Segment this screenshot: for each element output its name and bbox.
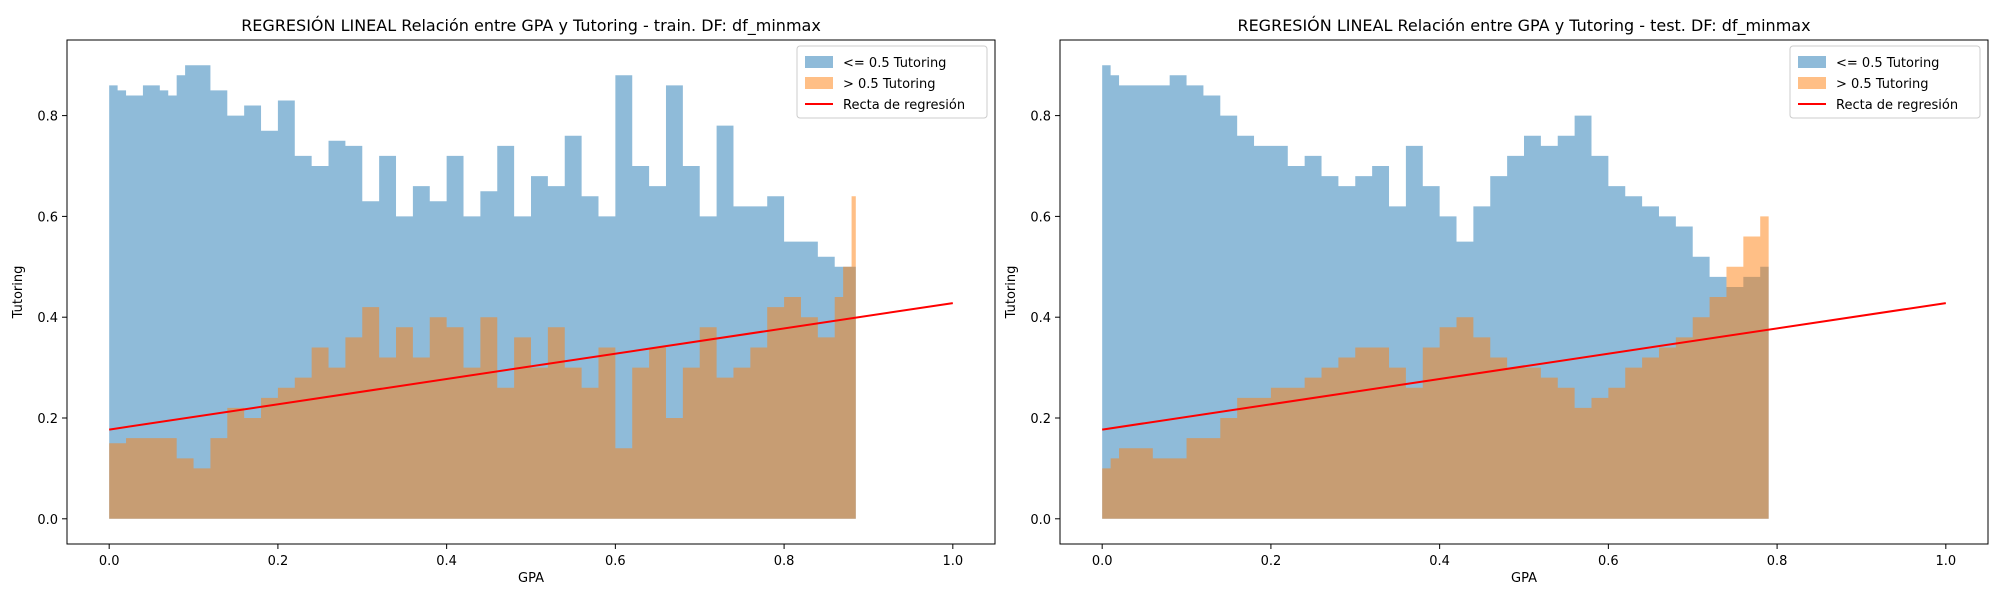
y-tick-label: 0.4 [1030, 311, 1051, 326]
area-high-tutoring [1102, 216, 1769, 519]
area-high-tutoring [109, 196, 856, 519]
y-tick-label: 0.0 [1030, 513, 1051, 528]
legend-entry: Recta de regresión [1836, 98, 1958, 113]
x-tick-label: 0.6 [605, 554, 626, 569]
chart-panel-test: REGRESIÓN LINEAL Relación entre GPA y Tu… [1004, 16, 1989, 586]
x-axis-label: GPA [518, 571, 544, 586]
legend-entry: <= 0.5 Tutoring [1836, 56, 1939, 71]
y-tick-label: 0.2 [37, 412, 58, 427]
x-tick-label: 0.8 [1767, 554, 1788, 569]
legend-swatch-low [1798, 56, 1826, 68]
legend-entry: <= 0.5 Tutoring [843, 56, 946, 71]
x-tick-label: 0.0 [1092, 554, 1113, 569]
y-axis-label: Tutoring [1004, 266, 1019, 320]
x-tick-label: 0.2 [1261, 554, 1282, 569]
legend-box [1789, 45, 1981, 119]
x-axis-label: GPA [1511, 571, 1537, 586]
legend-swatch-low [805, 56, 833, 68]
regression-line [109, 302, 953, 431]
plot-frame [66, 39, 996, 545]
legend-entry: > 0.5 Tutoring [1836, 77, 1929, 92]
plot-frame [1059, 39, 1989, 545]
y-tick-label: 0.2 [1030, 412, 1051, 427]
x-tick-label: 1.0 [1935, 554, 1956, 569]
x-tick-label: 0.6 [1598, 554, 1619, 569]
y-tick-label: 0.0 [37, 513, 58, 528]
y-tick-label: 0.4 [37, 311, 58, 326]
x-tick-label: 0.4 [436, 554, 457, 569]
chart-title: REGRESIÓN LINEAL Relación entre GPA y Tu… [1237, 16, 1810, 36]
y-tick-label: 0.6 [1030, 210, 1051, 225]
y-tick-label: 0.8 [37, 110, 58, 125]
legend-entry: Recta de regresión [843, 98, 965, 113]
legend-swatch-high [1798, 77, 1826, 89]
legend: <= 0.5 Tutoring > 0.5 Tutoring Recta de re… [1789, 45, 1981, 119]
legend-entry: > 0.5 Tutoring [843, 77, 936, 92]
regression-line [1102, 302, 1946, 431]
x-tick-label: 0.4 [1429, 554, 1450, 569]
x-tick-label: 0.0 [99, 554, 120, 569]
y-tick-label: 0.8 [1030, 110, 1051, 125]
legend: <= 0.5 Tutoring > 0.5 Tutoring Recta de re… [796, 45, 988, 119]
x-tick-label: 0.8 [774, 554, 795, 569]
legend-box [796, 45, 988, 119]
x-tick-label: 1.0 [942, 554, 963, 569]
chart-panel-train: REGRESIÓN LINEAL Relación entre GPA y Tu… [11, 16, 996, 586]
x-tick-label: 0.2 [268, 554, 289, 569]
y-tick-label: 0.6 [37, 210, 58, 225]
y-axis-label: Tutoring [11, 266, 26, 320]
chart-title: REGRESIÓN LINEAL Relación entre GPA y Tu… [241, 16, 821, 36]
legend-swatch-high [805, 77, 833, 89]
